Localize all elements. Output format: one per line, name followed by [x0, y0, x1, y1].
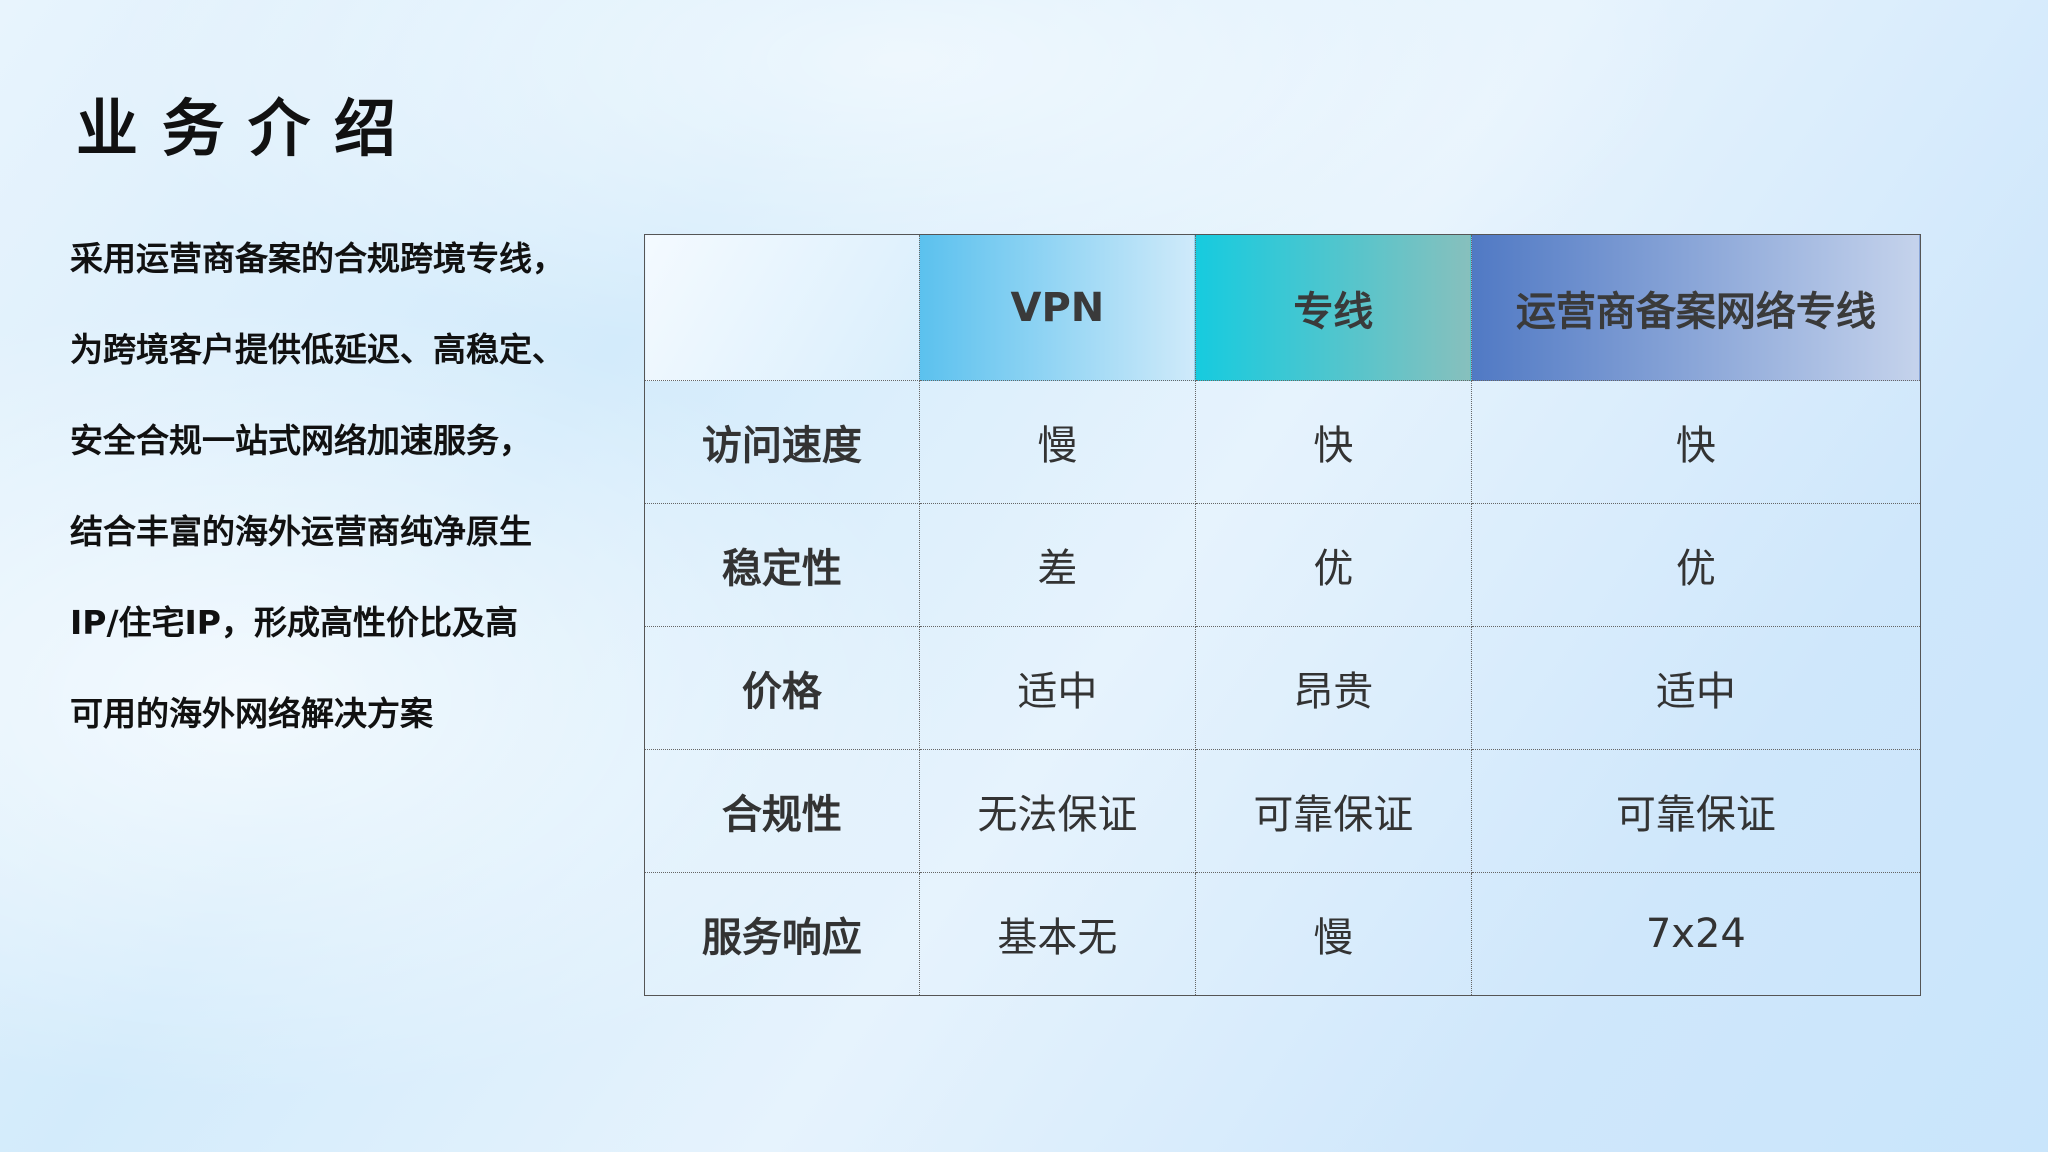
table-row: 价格 适中 昂贵 适中	[644, 626, 1922, 750]
header-cell-empty	[644, 234, 920, 381]
intro-line: 采用运营商备案的合规跨境专线，	[70, 239, 565, 278]
table-header-row: VPN 专线 运营商备案网络专线	[644, 234, 1922, 381]
table-cell: 适中	[1470, 626, 1922, 750]
table-cell: 适中	[918, 626, 1196, 750]
table-cell: 昂贵	[1194, 626, 1472, 750]
table-cell: 可靠保证	[1470, 749, 1922, 873]
table-cell: 优	[1470, 503, 1922, 627]
table-cell: 7x24	[1470, 872, 1922, 996]
table-row: 访问速度慢快快	[644, 380, 1922, 504]
table-cell: 慢	[918, 380, 1196, 504]
intro-line: 结合丰富的海外运营商纯净原生	[70, 512, 532, 551]
table-cell: 快	[1194, 380, 1472, 504]
row-label: 稳定性	[644, 503, 920, 627]
table-cell: 差	[918, 503, 1196, 627]
row-label: 访问速度	[644, 380, 920, 504]
row-label: 服务响应	[644, 872, 920, 996]
comparison-table: VPN 专线 运营商备案网络专线 访问速度慢快快稳定性差优优价格 适中 昂贵 适中 合规…	[644, 234, 1922, 996]
table-cell: 基本无	[918, 872, 1196, 996]
intro-line: IP/住宅IP，形成高性价比及高	[70, 603, 518, 642]
table-row: 稳定性差优优	[644, 503, 1922, 627]
intro-line: 可用的海外网络解决方案	[70, 694, 433, 733]
table-cell: 可靠保证	[1194, 749, 1472, 873]
row-label: 合规性	[644, 749, 920, 873]
header-cell-vpn: VPN	[918, 234, 1196, 381]
page-title: 业务介绍	[76, 92, 421, 165]
table-cell: 快	[1470, 380, 1922, 504]
intro-line: 安全合规一站式网络加速服务，	[70, 421, 532, 460]
table-row: 服务响应 基本无慢 7x24	[644, 872, 1922, 996]
header-cell-dedicated-line: 专线	[1194, 234, 1472, 381]
header-cell-carrier-line: 运营商备案网络专线	[1470, 234, 1922, 381]
row-label: 价格	[644, 626, 920, 750]
table-cell: 优	[1194, 503, 1472, 627]
intro-text: 采用运营商备案的合规跨境专线， 为跨境客户提供低延迟、高稳定、 安全合规一站式网…	[70, 234, 630, 780]
table-row: 合规性 无法保证 可靠保证 可靠保证	[644, 749, 1922, 873]
table-cell: 无法保证	[918, 749, 1196, 873]
intro-line: 为跨境客户提供低延迟、高稳定、	[70, 330, 565, 369]
table-cell: 慢	[1194, 872, 1472, 996]
